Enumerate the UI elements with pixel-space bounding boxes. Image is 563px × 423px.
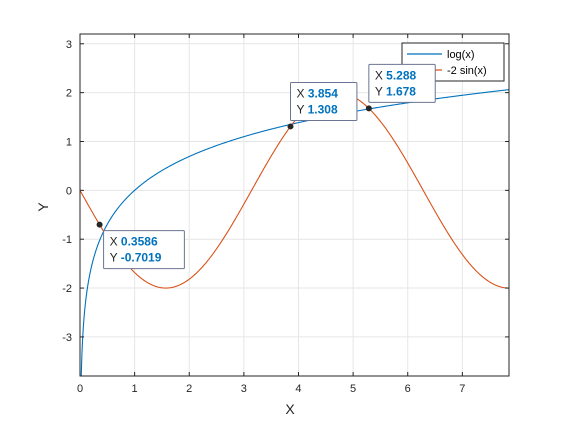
legend-entry-1: log(x): [447, 49, 475, 61]
datatip-x-value: 5.288: [386, 68, 416, 82]
y-tick-label: 0: [66, 185, 72, 197]
datatip-marker-2: [287, 123, 294, 130]
y-tick-label: 1: [66, 136, 72, 148]
datatip-marker-3: [365, 105, 372, 112]
x-tick-label: 6: [405, 383, 411, 395]
datatip-x-row-1: X 0.3586: [110, 235, 158, 249]
datatips: X 0.3586 Y -0.7019 X 3.854 Y 1.308 X 5.288 Y …: [96, 63, 436, 270]
y-axis-label: Y: [35, 202, 51, 212]
datatip-marker-1: [96, 221, 103, 228]
x-tick-label: 5: [350, 383, 356, 395]
y-tick-label: 2: [66, 88, 72, 100]
datatip-y-value: -0.7019: [121, 251, 162, 265]
series-line-2: [80, 92, 509, 289]
datatip-y-row-1: Y -0.7019: [110, 251, 162, 265]
y-tick-label: -1: [62, 234, 72, 246]
plot-area: 0 1 2 3 4 5 6 7 -3 -2 -1 0 1 2 3: [62, 33, 510, 395]
datatip-y-row-2: Y 1.308: [297, 102, 338, 116]
legend: log(x) -2 sin(x): [401, 42, 505, 82]
datatip-x-value: 3.854: [308, 86, 338, 100]
datatip-x-row-2: X 3.854: [297, 86, 339, 100]
datatip-box-3: [368, 63, 436, 103]
x-tick-label: 3: [241, 383, 247, 395]
legend-box: [401, 42, 505, 82]
datatip-box-2: [290, 81, 358, 121]
legend-entry-2: -2 sin(x): [447, 65, 487, 77]
datatip-y-row-3: Y 1.678: [375, 84, 416, 98]
datatip-x-row-3: X 5.288: [375, 68, 417, 82]
x-tick-label: 2: [186, 383, 192, 395]
y-tick-label: -2: [62, 283, 72, 295]
x-tick-label: 7: [459, 383, 465, 395]
y-tick-label: -3: [62, 332, 72, 344]
x-axis-label: X: [285, 401, 295, 417]
x-tick-label: 1: [132, 383, 138, 395]
datatip-y-value: 1.678: [386, 84, 416, 98]
datatip-x-value: 0.3586: [121, 235, 158, 249]
datatip-y-value: 1.308: [308, 102, 338, 116]
x-tick-label: 0: [77, 383, 83, 395]
datatip-box-1: [103, 230, 185, 270]
axes-box: [79, 33, 510, 377]
x-tick-label: 4: [295, 383, 301, 395]
y-tick-label: 3: [66, 39, 72, 51]
series-line-1: [80, 89, 509, 376]
